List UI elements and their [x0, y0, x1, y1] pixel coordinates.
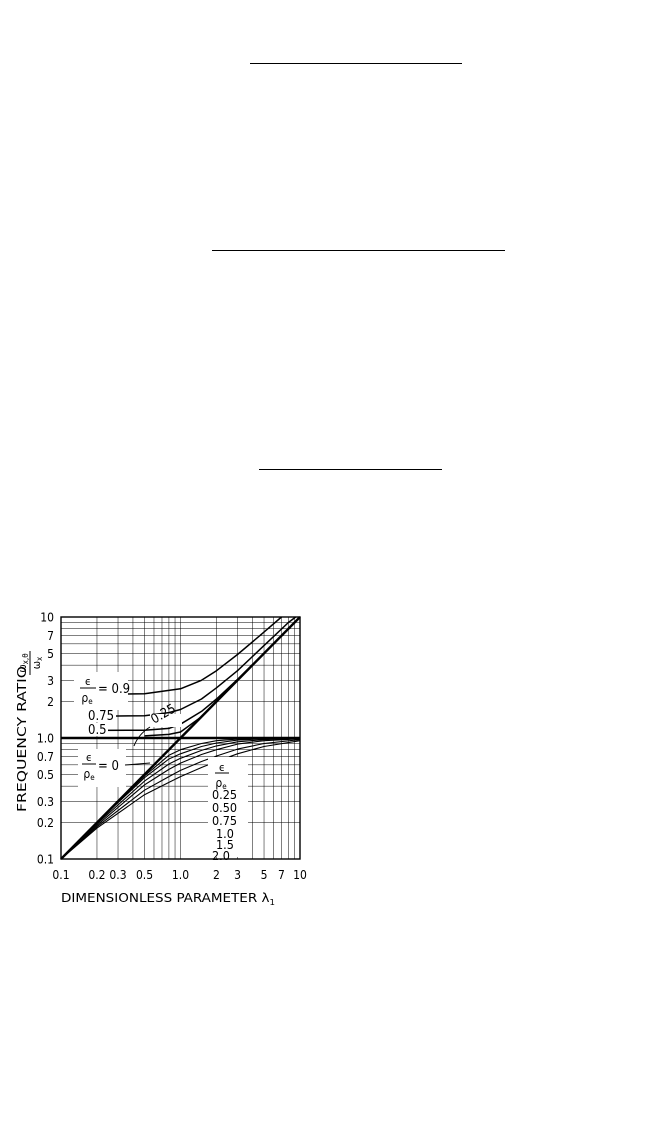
upper-label-0.9: = 0.9	[98, 682, 130, 697]
horizontal-rule-1	[250, 63, 462, 64]
x-tick-label-3: 3	[234, 868, 241, 882]
lower-curve-1.0	[60, 738, 301, 860]
lower-label-0.75: 0.75	[212, 813, 237, 828]
lower-branch-legend: ϵ ρe 0.25 0.50 0.75 1.0 1.5 2.0	[208, 757, 248, 863]
y-tick-label-0.5: 0.5	[37, 768, 54, 782]
x-axis-title-subscript: 1	[270, 898, 275, 907]
upper-label-0.75: 0.75	[88, 709, 114, 724]
x-tick-label-10: 10	[293, 868, 307, 882]
y-tick-label-7: 7	[47, 629, 54, 643]
x-tick-label-5: 5	[261, 868, 268, 882]
x-tick-label-0.3: 0.3	[109, 868, 126, 882]
x-tick-label-0.2: 0.2	[88, 868, 105, 882]
y-axis-fraction: ωx,θ ωx	[16, 651, 44, 675]
eps-symbol-lower: ϵ	[219, 761, 225, 774]
lower-curve-1.5	[60, 739, 301, 860]
lower-label-0.25: 0.25	[212, 787, 237, 802]
fraction-numerator-symbol: ω	[16, 664, 29, 672]
rho-symbol-upper: ρe	[81, 691, 93, 706]
lower-label-0.50: 0.50	[212, 800, 237, 815]
y-tick-label-0.7: 0.7	[37, 750, 54, 764]
y-tick-labels: 0.1 0.2 0.3 0.5 0.7 1.0 2 3 5 7 10	[37, 611, 54, 867]
lower-label-1.0: 1.0	[216, 826, 234, 841]
upper-curve-0.9	[96, 616, 282, 696]
y-tick-label-5: 5	[47, 647, 54, 661]
x-tick-label-0.5: 0.5	[136, 868, 153, 882]
lower-label-2.0: 2.0	[212, 848, 230, 863]
y-tick-label-10: 10	[40, 611, 54, 625]
horizontal-rule-3	[259, 469, 442, 470]
y-tick-label-0.2: 0.2	[37, 816, 54, 830]
label-eps-0.75: 0.75	[86, 709, 116, 724]
y-tick-label-3: 3	[47, 674, 54, 688]
label-eps-0.5: 0.5	[86, 723, 108, 738]
fraction-numerator: ωx,θ	[16, 653, 30, 673]
x-tick-label-2: 2	[213, 868, 220, 882]
label-eps-0.9: ϵ ρe = 0.9	[74, 672, 130, 710]
x-tick-label-0.1: 0.1	[52, 868, 69, 882]
y-axis-title: FREQUENCY RATIO	[14, 666, 29, 812]
fraction-denominator: ωx	[30, 656, 44, 669]
lower-curve-2.0	[60, 740, 301, 860]
upper-label-0.5: 0.5	[88, 723, 107, 738]
rho-symbol-lower: ρe	[215, 776, 227, 791]
y-tick-label-0.1: 0.1	[37, 853, 54, 867]
x-tick-label-7: 7	[278, 868, 285, 882]
fraction-denominator-symbol: ω	[30, 661, 43, 669]
y-tick-label-2: 2	[47, 695, 54, 709]
upper-label-0: = 0	[98, 759, 119, 774]
lower-label-1.5: 1.5	[216, 837, 234, 852]
label-eps-0: ϵ ρe = 0	[78, 749, 151, 787]
x-axis-title-main: DIMENSIONLESS PARAMETER λ	[61, 890, 270, 905]
x-tick-labels: 0.1 0.2 0.3 0.5 1.0 2 3 5 7 10	[52, 868, 307, 882]
eps-symbol-zero: ϵ	[86, 751, 92, 764]
x-tick-label-1.0: 1.0	[172, 868, 189, 882]
y-tick-label-0.3: 0.3	[37, 795, 54, 809]
fraction-numerator-subscript: x,θ	[21, 653, 30, 665]
y-axis-title-main: FREQUENCY RATIO	[14, 666, 29, 812]
eps-symbol-upper: ϵ	[85, 675, 91, 688]
horizontal-rule-2	[212, 250, 505, 251]
y-tick-label-1.0: 1.0	[37, 732, 54, 746]
rho-symbol-zero: ρe	[83, 767, 95, 782]
fraction-denominator-subscript: x	[35, 656, 44, 661]
lower-curve-0.75	[60, 737, 301, 860]
